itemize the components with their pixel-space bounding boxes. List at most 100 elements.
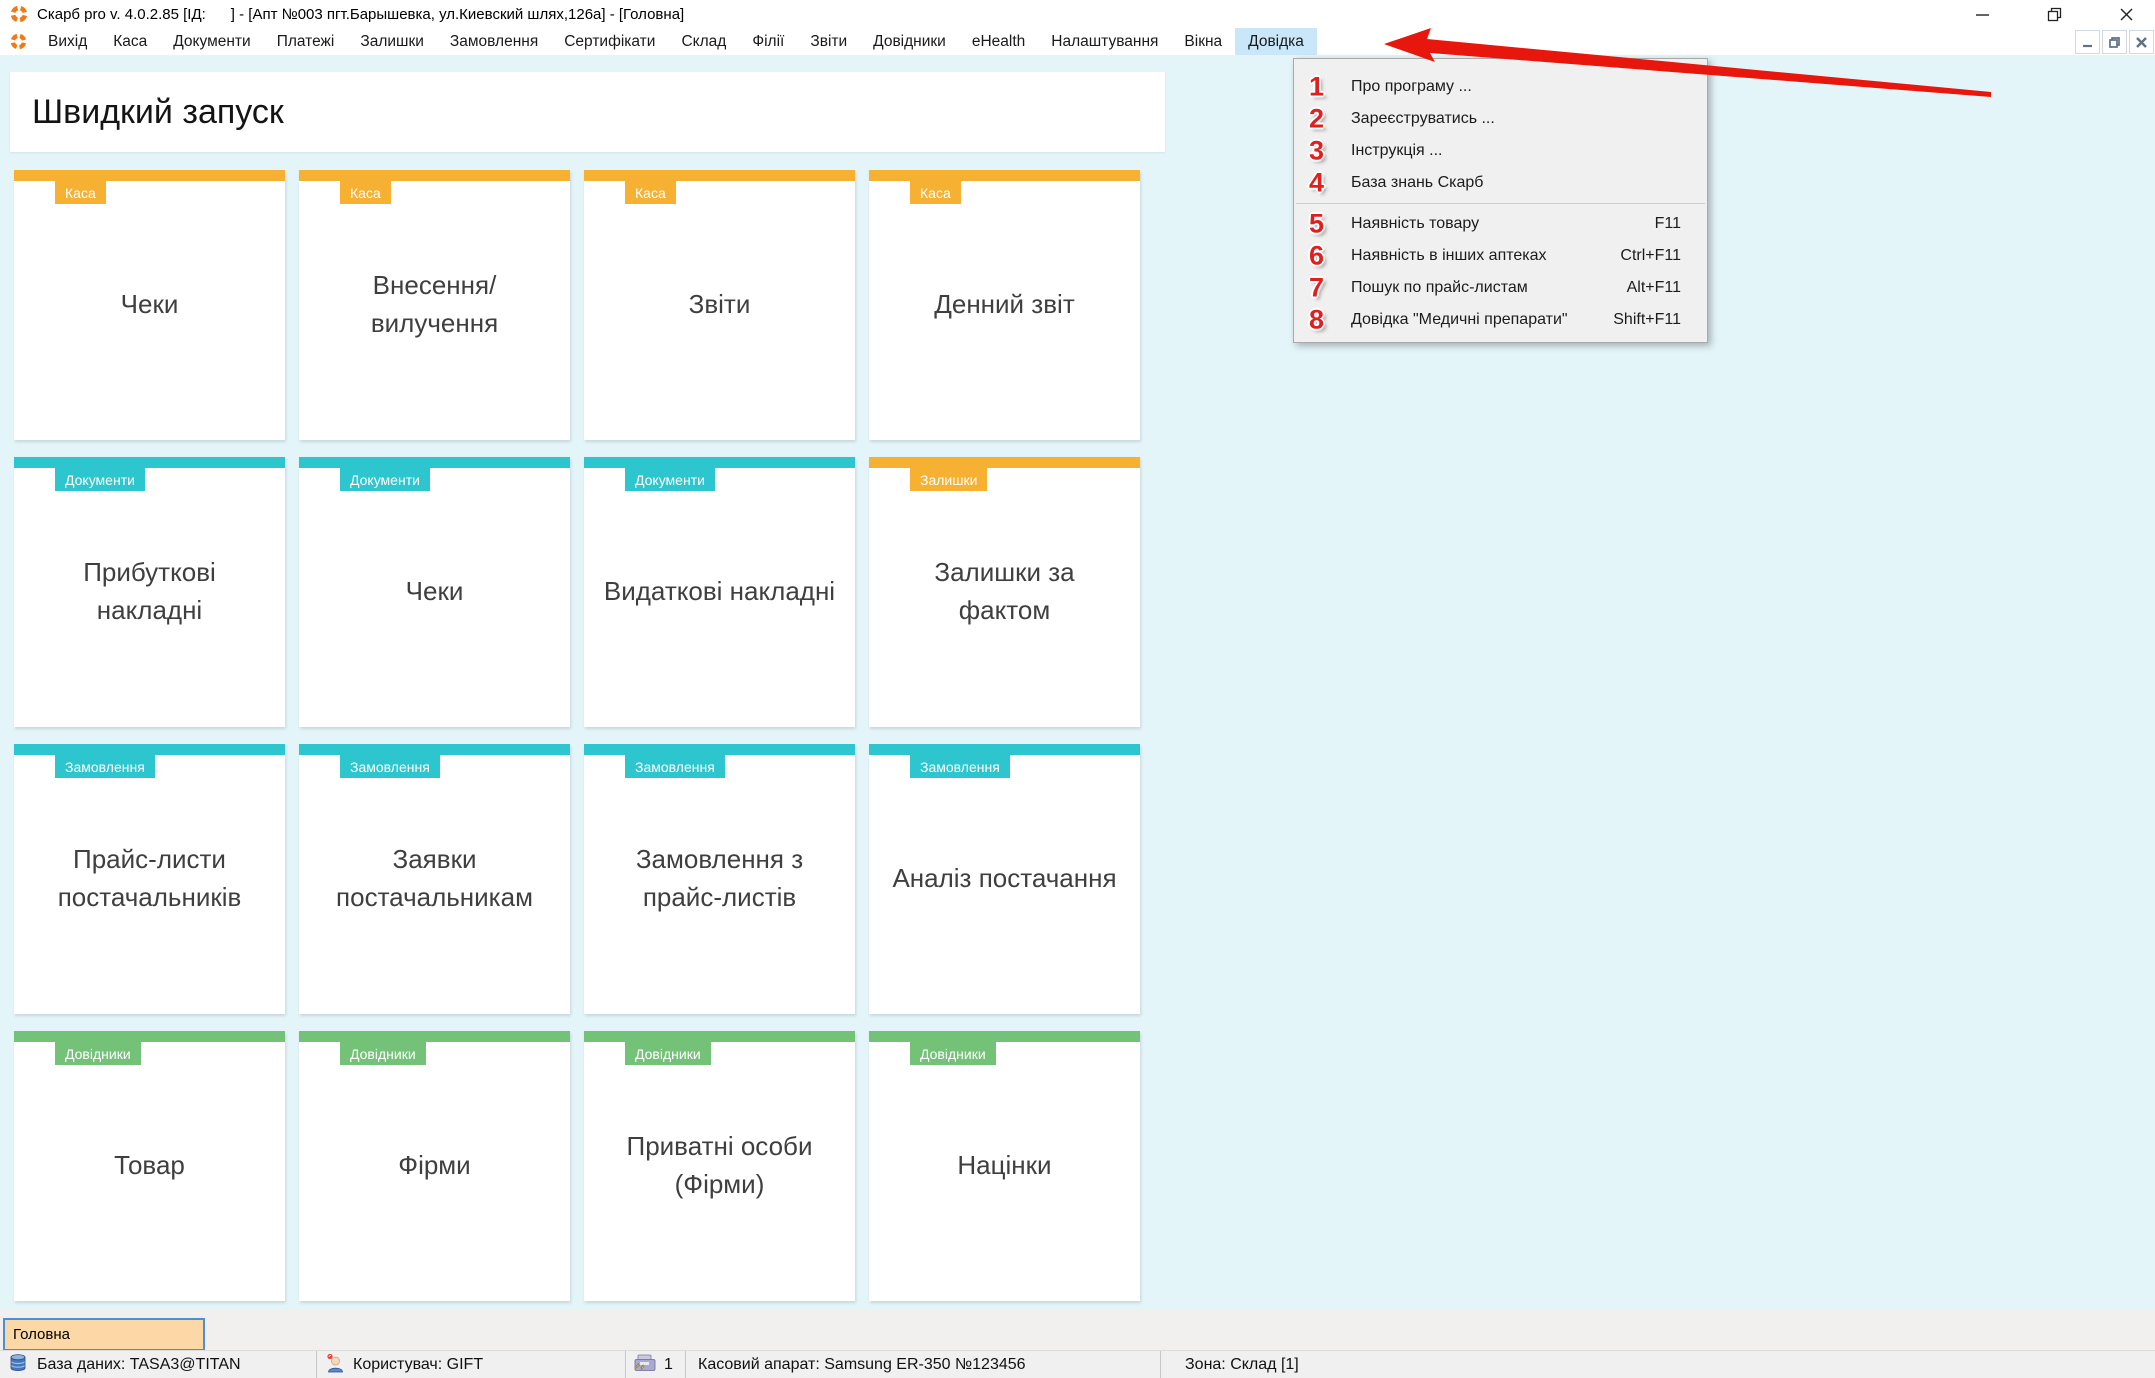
- mdi-child-icon: [10, 33, 27, 50]
- help-menu-item-label: База знань Скарб: [1351, 174, 1484, 191]
- tile-label: Чеки: [120, 289, 179, 320]
- help-menu-item-shortcut: Shift+F11: [1613, 311, 1681, 328]
- restore-button[interactable]: [2041, 1, 2067, 27]
- menu-item-dovidka[interactable]: Довідка: [1235, 28, 1317, 55]
- tile-tovar[interactable]: Довідники Товар: [14, 1031, 285, 1301]
- tile-zvity-kasa[interactable]: Каса Звіти: [584, 170, 855, 440]
- menu-item-zalyshky[interactable]: Залишки: [360, 32, 424, 50]
- status-cash-count-text: 1: [664, 1356, 673, 1373]
- help-menu-item-label: Інструкція ...: [1351, 142, 1443, 159]
- mdi-restore-button[interactable]: [2102, 30, 2127, 54]
- tile-analiz-postachannia[interactable]: Замовлення Аналіз постачання: [869, 744, 1140, 1014]
- help-menu-item-label: Довідка "Медичні препарати": [1351, 311, 1568, 328]
- menu-item-vikna[interactable]: Вікна: [1184, 32, 1223, 50]
- tile-dennyi-zvit[interactable]: Каса Денний звіт: [869, 170, 1140, 440]
- status-cash-count: 1: [626, 1351, 686, 1378]
- database-icon: [8, 1353, 28, 1378]
- help-menu-item-instruktsiia[interactable]: 3 Інструкція ...: [1294, 135, 1707, 167]
- mdi-minimize-button[interactable]: [2075, 30, 2100, 54]
- help-menu-item-label: Зареєструватись ...: [1351, 110, 1495, 127]
- tab-holovna[interactable]: Головна: [3, 1318, 205, 1351]
- tile-category-tag: Документи: [625, 468, 715, 491]
- menu-item-filii[interactable]: Філії: [752, 32, 785, 50]
- help-menu-item-shortcut: Ctrl+F11: [1620, 247, 1681, 264]
- minimize-button[interactable]: [1969, 1, 1995, 27]
- tile-category-bar: [584, 457, 855, 468]
- menu-item-zvity[interactable]: Звіти: [810, 32, 848, 50]
- tile-category-bar: [869, 457, 1140, 468]
- tile-firmy[interactable]: Довідники Фірми: [299, 1031, 570, 1301]
- tile-category-bar: [869, 744, 1140, 755]
- tile-vnesennia-vyluchennia[interactable]: Каса Внесення/вилучення: [299, 170, 570, 440]
- tile-label: Приватні особи (Фірми): [626, 1131, 813, 1199]
- help-menu-item-dovidka-medychni-preparaty[interactable]: 8 Довідка "Медичні препарати" Shift+F11: [1294, 304, 1707, 336]
- tile-prybutkovi-nakladni[interactable]: Документи Прибуткові накладні: [14, 457, 285, 727]
- tile-category-bar: [14, 457, 285, 468]
- status-database: База даних: TASA3@TITAN: [0, 1351, 317, 1378]
- menu-item-sertyfikaty[interactable]: Сертифікати: [564, 32, 656, 50]
- skarb-logo-icon: [10, 5, 28, 23]
- help-menu-item-naiavnist-v-inshykh-aptekakh[interactable]: 6 Наявність в інших аптеках Ctrl+F11: [1294, 240, 1707, 272]
- tile-zalyshky-za-faktom[interactable]: Залишки Залишки за фактом: [869, 457, 1140, 727]
- tile-category-tag: Замовлення: [340, 755, 440, 778]
- tile-category-bar: [14, 744, 285, 755]
- help-menu-item-label: Наявність товару: [1351, 215, 1480, 232]
- help-menu-item-shortcut: F11: [1654, 215, 1681, 232]
- menu-item-nalashtuvannia[interactable]: Налаштування: [1051, 32, 1159, 50]
- annotation-badge-3: 3: [1309, 135, 1325, 166]
- tile-category-bar: [299, 457, 570, 468]
- mdi-close-icon[interactable]: [2129, 30, 2154, 54]
- tile-category-bar: [14, 170, 285, 181]
- annotation-badge-6: 6: [1309, 240, 1325, 271]
- menu-item-vykhid[interactable]: Вихід: [48, 32, 88, 50]
- help-menu-item-baza-znan-skarb[interactable]: 4 База знань Скарб: [1294, 167, 1707, 199]
- tile-natsinky[interactable]: Довідники Націнки: [869, 1031, 1140, 1301]
- tile-category-tag: Довідники: [55, 1042, 141, 1065]
- help-menu-item-zareiestruvatys[interactable]: 2 Зареєструватись ...: [1294, 103, 1707, 135]
- status-user: Користувач: GIFT: [317, 1351, 626, 1378]
- tile-vydatkovi-nakladni[interactable]: Документи Видаткові накладні: [584, 457, 855, 727]
- tile-zamovlennia-z-prais-lystiv[interactable]: Замовлення Замовлення з прайс-листів: [584, 744, 855, 1014]
- help-menu-item-label: Про програму ...: [1351, 78, 1472, 95]
- tile-label: Прайс-листи постачальників: [57, 844, 242, 912]
- tile-category-bar: [584, 1031, 855, 1042]
- menu-item-sklad[interactable]: Склад: [681, 32, 727, 50]
- mdi-window-controls: [2075, 30, 2154, 54]
- tile-prais-lysty-postachalnykiv[interactable]: Замовлення Прайс-листи постачальників: [14, 744, 285, 1014]
- annotation-badge-8: 8: [1309, 304, 1325, 335]
- help-menu-item-naiavnist-tovaru[interactable]: 5 Наявність товару F11: [1294, 208, 1707, 240]
- help-menu-item-label: Наявність в інших аптеках: [1351, 247, 1547, 264]
- menu-item-platezhi[interactable]: Платежі: [276, 32, 335, 50]
- status-bar: База даних: TASA3@TITAN Користувач: GIFT: [0, 1350, 2155, 1378]
- status-zone: Зона: Склад [1]: [1161, 1351, 2155, 1378]
- window-title: Скарб pro v. 4.0.2.85 [ІД: ] - [Апт №003…: [37, 5, 685, 23]
- menu-item-dovidnyky[interactable]: Довідники: [873, 32, 946, 50]
- tile-category-bar: [299, 1031, 570, 1042]
- menu-item-zamovlennia[interactable]: Замовлення: [449, 32, 539, 50]
- tile-category-tag: Каса: [340, 181, 391, 204]
- tile-cheky-kasa[interactable]: Каса Чеки: [14, 170, 285, 440]
- tile-label: Прибуткові накладні: [83, 557, 216, 625]
- menu-item-kasa[interactable]: Каса: [113, 32, 148, 50]
- status-cash-device-text: Касовий апарат: Samsung ER-350 №123456: [698, 1356, 1026, 1373]
- help-dropdown-menu: 1 Про програму ... 2 Зареєструватись ...…: [1293, 58, 1708, 343]
- status-zone-text: Зона: Склад [1]: [1185, 1356, 1299, 1373]
- tile-cheky-dokumenty[interactable]: Документи Чеки: [299, 457, 570, 727]
- annotation-badge-7: 7: [1309, 272, 1325, 303]
- annotation-badge-2: 2: [1309, 103, 1325, 134]
- tile-pryvatni-osoby[interactable]: Довідники Приватні особи (Фірми): [584, 1031, 855, 1301]
- close-icon[interactable]: [2113, 1, 2139, 27]
- menu-item-ehealth[interactable]: eHealth: [971, 32, 1026, 50]
- cash-register-icon: [632, 1353, 658, 1378]
- help-menu-item-poshuk-po-prais-lystam[interactable]: 7 Пошук по прайс-листам Alt+F11: [1294, 272, 1707, 304]
- tile-label: Замовлення з прайс-листів: [635, 844, 804, 912]
- help-menu-item-pro-prohramu[interactable]: 1 Про програму ...: [1294, 71, 1707, 103]
- tab-strip: Головна: [0, 1310, 2155, 1351]
- user-icon: [326, 1353, 344, 1378]
- tile-label: Товар: [114, 1150, 185, 1181]
- menu-item-dokumenty[interactable]: Документи: [173, 32, 251, 50]
- tile-zaiavky-postachalnykam[interactable]: Замовлення Заявки постачальникам: [299, 744, 570, 1014]
- tile-label: Заявки постачальникам: [336, 844, 533, 912]
- menu-bar: Вихід Каса Документи Платежі Залишки Зам…: [0, 28, 2155, 56]
- tile-category-tag: Каса: [910, 181, 961, 204]
